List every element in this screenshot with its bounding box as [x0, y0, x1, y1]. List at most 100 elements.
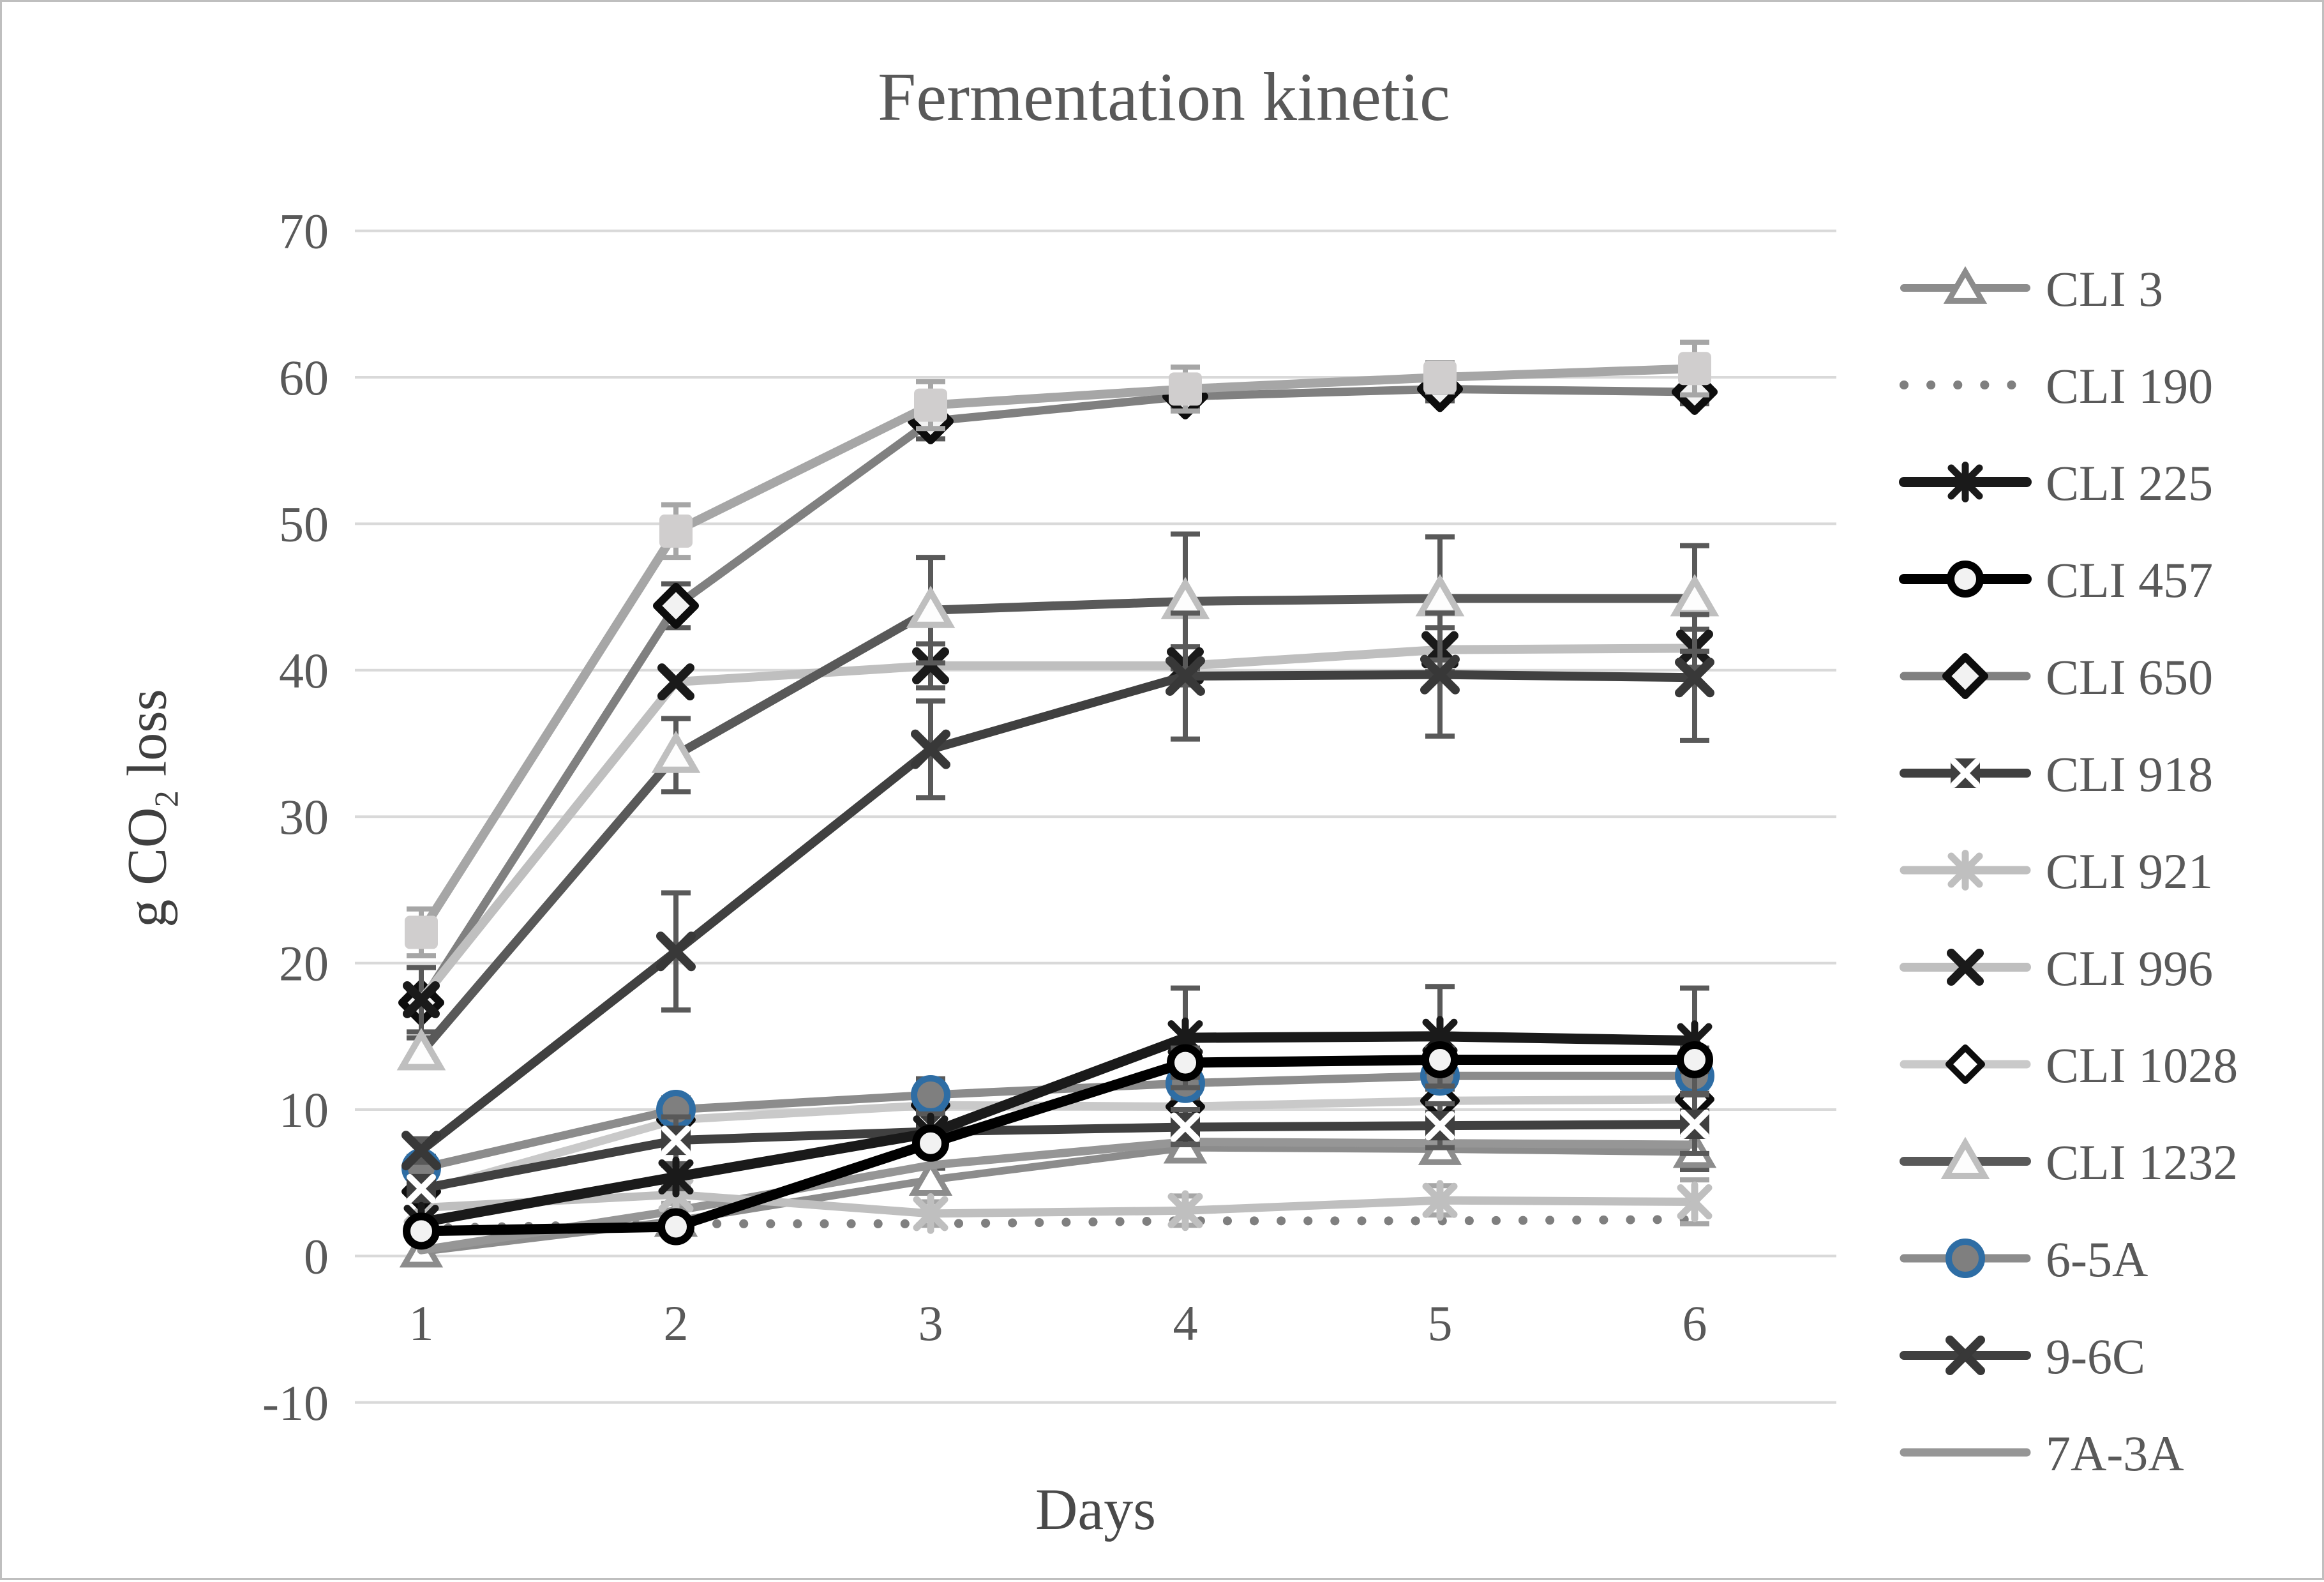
y-axis-title-subscript: 2	[148, 790, 186, 808]
series-CLI 1232	[396, 531, 1720, 1071]
legend-label: 7A-3A	[2046, 1426, 2184, 1481]
chart-title: Fermentation kinetic	[878, 59, 1450, 135]
legend-item-9-6C	[1900, 1336, 2031, 1375]
square-x-marker-icon	[1951, 758, 1980, 788]
circle-marker-icon	[657, 1208, 694, 1246]
x-tick-label: 3	[918, 1295, 943, 1351]
series-line	[417, 364, 1699, 937]
square-x-marker-icon	[407, 1173, 436, 1203]
x-marker-icon	[656, 931, 696, 972]
circle-marker-icon	[911, 1075, 950, 1115]
circle-marker-icon	[1676, 1041, 1713, 1079]
triangle-marker-icon	[906, 585, 956, 628]
x-marker-icon	[1166, 656, 1205, 696]
x-marker-icon	[912, 647, 949, 684]
circle-marker-icon	[1945, 1239, 1985, 1278]
legend-label: CLI 996	[2046, 940, 2213, 996]
diamond-marker-icon	[1942, 653, 1988, 699]
x-marker-icon	[657, 663, 694, 701]
square-marker-icon	[1423, 361, 1457, 394]
series-line	[417, 670, 1699, 1156]
legend-item-6-5A	[1900, 1239, 2031, 1278]
legend-item-CLI 225	[1899, 462, 2032, 502]
triangle-marker-icon	[908, 1157, 953, 1196]
y-axis-title-prefix: g CO	[116, 807, 179, 928]
y-tick-label: 50	[279, 496, 329, 552]
square-marker-icon	[1169, 372, 1202, 406]
legend-label: CLI 918	[2046, 746, 2213, 802]
x-tick-label: 4	[1173, 1295, 1198, 1351]
x-marker-icon	[1945, 1336, 1985, 1375]
series-9-6C	[401, 610, 1714, 1171]
series-line	[417, 1119, 1699, 1193]
y-axis-title-suffix: loss	[116, 689, 179, 791]
square-marker-icon	[1678, 352, 1711, 386]
legend-label: CLI 1028	[2046, 1037, 2238, 1093]
asterisk-marker-icon	[1947, 462, 1983, 502]
triangle-marker-icon	[396, 1028, 446, 1071]
x-marker-icon	[1947, 949, 1984, 986]
circle-marker-icon	[1167, 1044, 1204, 1081]
legend-label: 9-6C	[2046, 1329, 2145, 1384]
x-marker-icon	[1675, 658, 1714, 698]
legend-item-CLI 3	[1900, 266, 2030, 304]
square-marker-icon	[659, 514, 693, 548]
circle-marker-icon	[912, 1124, 949, 1162]
series-line	[417, 1137, 1699, 1254]
series-line	[416, 1055, 1700, 1237]
series-line	[417, 384, 1699, 1007]
y-tick-label: 70	[279, 204, 329, 259]
square-x-marker-icon	[1425, 1111, 1455, 1141]
y-tick-label: 40	[279, 643, 329, 698]
x-marker-icon	[1420, 654, 1460, 695]
legend-item-CLI 996	[1900, 949, 2031, 986]
y-tick-label: 10	[279, 1082, 329, 1138]
series-CLI 650	[398, 366, 1718, 1026]
asterisk-marker-icon	[913, 1193, 948, 1234]
y-tick-label: 0	[304, 1228, 329, 1284]
legend-label: CLI 650	[2046, 649, 2213, 705]
triangle-marker-icon	[1940, 1136, 1990, 1179]
series-line	[417, 644, 1699, 1004]
series-line	[417, 1190, 1699, 1218]
legend-item-CLI 918	[1900, 758, 2031, 788]
series-CLI 457	[403, 1041, 1713, 1250]
asterisk-marker-icon	[1422, 1180, 1458, 1221]
y-axis-title: g CO2 loss	[116, 689, 186, 928]
asterisk-marker-icon	[1677, 1181, 1713, 1223]
x-axis-title: Days	[1035, 1477, 1157, 1542]
legend-label: CLI 457	[2046, 552, 2213, 608]
circle-marker-icon	[1421, 1041, 1458, 1079]
triangle-marker-icon	[1943, 266, 1988, 304]
y-tick-label: 60	[279, 350, 329, 405]
y-tick-label: 30	[279, 789, 329, 845]
y-tick-label: 20	[279, 936, 329, 991]
x-marker-icon	[911, 729, 950, 769]
diamond-marker-icon	[653, 582, 699, 629]
x-tick-label: 6	[1683, 1295, 1707, 1351]
square-x-marker-icon	[1171, 1112, 1200, 1142]
circle-marker-icon	[403, 1212, 440, 1250]
legend-label: CLI 921	[2046, 843, 2213, 899]
legend-label: CLI 190	[2046, 358, 2213, 414]
legend-item-CLI 457	[1899, 561, 2032, 598]
legend-label: CLI 1232	[2046, 1134, 2238, 1190]
y-tick-label: -10	[262, 1375, 329, 1431]
series-line	[417, 594, 1699, 1057]
x-marker-icon	[403, 981, 440, 1018]
series-7A-3A	[417, 1137, 1699, 1254]
diamond-marker-icon	[1945, 1044, 1985, 1084]
asterisk-marker-icon	[1167, 1190, 1203, 1232]
x-marker-icon	[401, 1131, 441, 1171]
series-CLI 996	[403, 625, 1713, 1035]
legend-label: 6-5A	[2046, 1232, 2148, 1287]
asterisk-marker-icon	[658, 1156, 694, 1198]
triangle-marker-icon	[651, 730, 701, 773]
x-tick-label: 2	[664, 1295, 689, 1351]
legend-label: CLI 225	[2046, 455, 2213, 511]
legend-label: CLI 3	[2046, 261, 2163, 317]
series-unlabeled-square	[405, 339, 1711, 959]
square-x-marker-icon	[661, 1126, 691, 1156]
